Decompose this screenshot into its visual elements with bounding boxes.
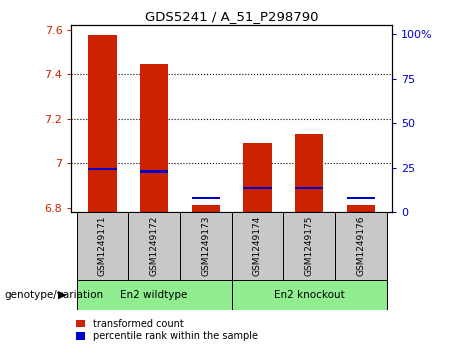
Text: genotype/variation: genotype/variation [5, 290, 104, 300]
Bar [128, 212, 180, 280]
Text: En2 knockout: En2 knockout [274, 290, 344, 300]
Bar [295, 187, 323, 189]
Bar [243, 143, 272, 212]
Bar [231, 212, 284, 280]
Text: En2 wildtype: En2 wildtype [120, 290, 188, 300]
Bar [192, 196, 220, 199]
Bar [347, 196, 375, 199]
Bar [77, 280, 231, 310]
Bar [335, 212, 387, 280]
Bar [192, 205, 220, 212]
Bar [140, 170, 168, 172]
Text: GSM1249171: GSM1249171 [98, 216, 107, 276]
Bar [284, 212, 335, 280]
Legend: transformed count, percentile rank within the sample: transformed count, percentile rank withi… [77, 319, 258, 341]
Bar [88, 36, 117, 212]
Bar [180, 212, 231, 280]
Title: GDS5241 / A_51_P298790: GDS5241 / A_51_P298790 [145, 10, 319, 23]
Text: ▶: ▶ [58, 290, 66, 300]
Bar [347, 205, 375, 212]
Text: GSM1249176: GSM1249176 [356, 216, 366, 276]
Text: GSM1249173: GSM1249173 [201, 216, 210, 276]
Bar [140, 64, 168, 212]
Bar [231, 280, 387, 310]
Bar [295, 134, 323, 212]
Text: GSM1249172: GSM1249172 [150, 216, 159, 276]
Bar [88, 168, 117, 170]
Bar [243, 187, 272, 189]
Text: GSM1249174: GSM1249174 [253, 216, 262, 276]
Bar [77, 212, 128, 280]
Text: GSM1249175: GSM1249175 [305, 216, 313, 276]
